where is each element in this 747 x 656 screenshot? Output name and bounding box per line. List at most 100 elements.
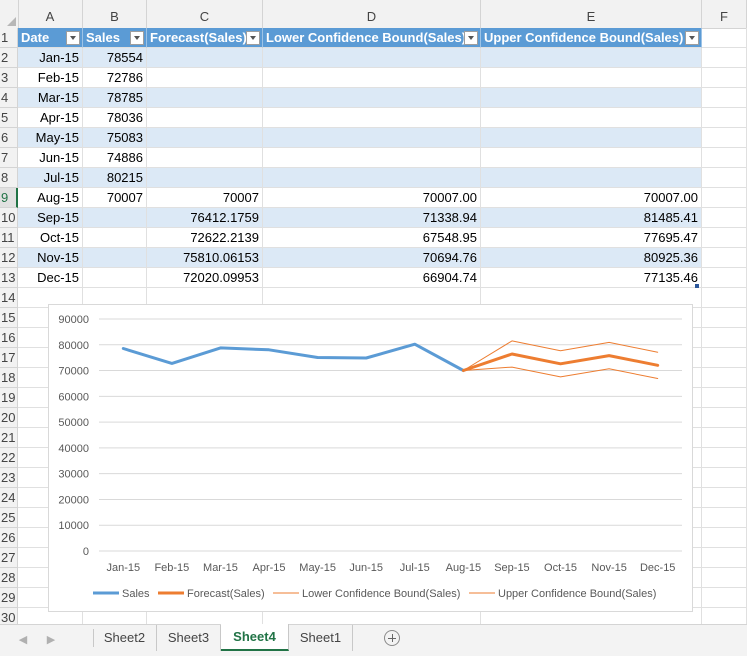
- value-cell[interactable]: [263, 168, 481, 188]
- value-cell[interactable]: [83, 268, 147, 288]
- date-cell[interactable]: May-15: [18, 128, 83, 148]
- row-header[interactable]: 16: [0, 328, 18, 348]
- value-cell[interactable]: [147, 68, 263, 88]
- filter-dropdown-icon[interactable]: [246, 31, 260, 45]
- sheet-tab-sheet2[interactable]: Sheet2: [93, 625, 157, 651]
- cell[interactable]: [263, 608, 481, 624]
- value-cell[interactable]: 67548.95: [263, 228, 481, 248]
- table-header-cell[interactable]: Sales: [83, 28, 147, 48]
- value-cell[interactable]: 72622.2139: [147, 228, 263, 248]
- value-cell[interactable]: [147, 48, 263, 68]
- value-cell[interactable]: 78785: [83, 88, 147, 108]
- value-cell[interactable]: [481, 148, 702, 168]
- value-cell[interactable]: [481, 88, 702, 108]
- column-header[interactable]: A: [18, 0, 83, 28]
- cell[interactable]: [83, 608, 147, 624]
- filter-dropdown-icon[interactable]: [66, 31, 80, 45]
- cell[interactable]: [702, 48, 747, 68]
- row-header[interactable]: 19: [0, 388, 18, 408]
- date-cell[interactable]: Nov-15: [18, 248, 83, 268]
- cell[interactable]: [702, 448, 747, 468]
- column-header[interactable]: B: [83, 0, 147, 28]
- scroll-tabs-left-icon[interactable]: ◀: [18, 634, 28, 646]
- date-cell[interactable]: Oct-15: [18, 228, 83, 248]
- filter-dropdown-icon[interactable]: [130, 31, 144, 45]
- value-cell[interactable]: 78036: [83, 108, 147, 128]
- date-cell[interactable]: Jul-15: [18, 168, 83, 188]
- forecast-line-chart[interactable]: 0 10000 20000 30000 40000 50000 60000 70000 8000…: [48, 304, 693, 612]
- cell[interactable]: [481, 608, 702, 624]
- row-header[interactable]: 21: [0, 428, 18, 448]
- value-cell[interactable]: 74886: [83, 148, 147, 168]
- row-header[interactable]: 25: [0, 508, 18, 528]
- date-cell[interactable]: Apr-15: [18, 108, 83, 128]
- row-header[interactable]: 30: [0, 608, 18, 624]
- date-cell[interactable]: Jan-15: [18, 48, 83, 68]
- filter-dropdown-icon[interactable]: [685, 31, 699, 45]
- row-header[interactable]: 8: [0, 168, 18, 188]
- select-all-button[interactable]: [0, 0, 19, 28]
- value-cell[interactable]: [147, 148, 263, 168]
- cell[interactable]: [18, 608, 83, 624]
- date-cell[interactable]: Mar-15: [18, 88, 83, 108]
- cell[interactable]: [702, 248, 747, 268]
- cell[interactable]: [702, 28, 747, 48]
- value-cell[interactable]: 70694.76: [263, 248, 481, 268]
- value-cell[interactable]: 80925.36: [481, 248, 702, 268]
- value-cell[interactable]: [263, 68, 481, 88]
- row-header[interactable]: 26: [0, 528, 18, 548]
- value-cell[interactable]: [263, 128, 481, 148]
- value-cell[interactable]: [263, 148, 481, 168]
- value-cell[interactable]: 70007: [83, 188, 147, 208]
- row-header[interactable]: 29: [0, 588, 18, 608]
- value-cell[interactable]: [481, 108, 702, 128]
- value-cell[interactable]: [147, 168, 263, 188]
- column-header[interactable]: D: [263, 0, 481, 28]
- row-header[interactable]: 27: [0, 548, 18, 568]
- cell[interactable]: [702, 308, 747, 328]
- cell[interactable]: [702, 68, 747, 88]
- row-header[interactable]: 22: [0, 448, 18, 468]
- row-header[interactable]: 17: [0, 348, 18, 368]
- row-header[interactable]: 2: [0, 48, 18, 68]
- value-cell[interactable]: 70007.00: [263, 188, 481, 208]
- cell[interactable]: [702, 608, 747, 624]
- date-cell[interactable]: Jun-15: [18, 148, 83, 168]
- sheet-tab-sheet4[interactable]: Sheet4: [221, 624, 289, 651]
- value-cell[interactable]: 70007: [147, 188, 263, 208]
- value-cell[interactable]: [263, 88, 481, 108]
- value-cell[interactable]: [147, 108, 263, 128]
- value-cell[interactable]: [83, 208, 147, 228]
- row-header[interactable]: 14: [0, 288, 18, 308]
- value-cell[interactable]: [481, 128, 702, 148]
- row-header[interactable]: 6: [0, 128, 18, 148]
- row-header[interactable]: 9: [0, 188, 18, 208]
- value-cell[interactable]: 72786: [83, 68, 147, 88]
- table-header-cell[interactable]: Date: [18, 28, 83, 48]
- cell[interactable]: [702, 428, 747, 448]
- value-cell[interactable]: 72020.09953: [147, 268, 263, 288]
- value-cell[interactable]: [147, 88, 263, 108]
- column-header[interactable]: F: [702, 0, 747, 28]
- cell[interactable]: [702, 288, 747, 308]
- row-header[interactable]: 20: [0, 408, 18, 428]
- cell[interactable]: [702, 88, 747, 108]
- row-header[interactable]: 11: [0, 228, 18, 248]
- row-header[interactable]: 15: [0, 308, 18, 328]
- cell[interactable]: [702, 188, 747, 208]
- value-cell[interactable]: 77135.46: [481, 268, 702, 288]
- value-cell[interactable]: [83, 228, 147, 248]
- table-header-cell[interactable]: Upper Confidence Bound(Sales): [481, 28, 702, 48]
- value-cell[interactable]: [481, 168, 702, 188]
- column-header[interactable]: E: [481, 0, 702, 28]
- cell[interactable]: [147, 608, 263, 624]
- cell[interactable]: [702, 388, 747, 408]
- cell[interactable]: [702, 568, 747, 588]
- filter-dropdown-icon[interactable]: [464, 31, 478, 45]
- cell[interactable]: [702, 208, 747, 228]
- cell[interactable]: [702, 588, 747, 608]
- column-header[interactable]: C: [147, 0, 263, 28]
- row-header[interactable]: 18: [0, 368, 18, 388]
- value-cell[interactable]: 80215: [83, 168, 147, 188]
- cell[interactable]: [702, 508, 747, 528]
